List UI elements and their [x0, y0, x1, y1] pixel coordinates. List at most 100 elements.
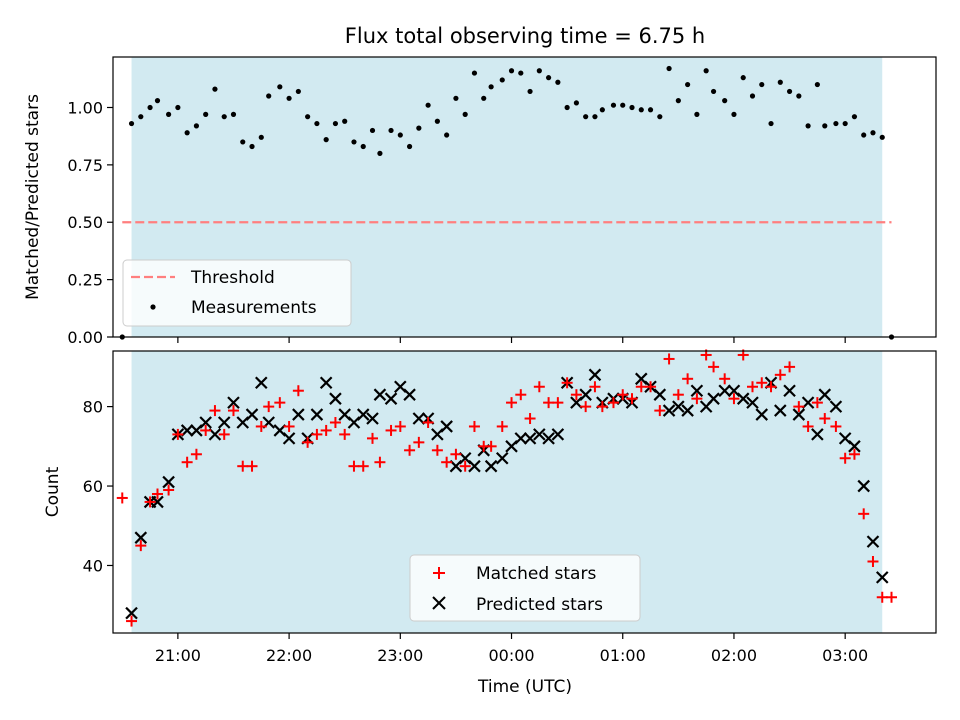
matched-star-point [468, 420, 480, 432]
matched-star-point [533, 381, 545, 393]
predicted-star-point [662, 404, 676, 417]
measurement-point [599, 107, 605, 113]
matched-star-point [116, 492, 128, 504]
measurement-point [796, 93, 802, 99]
predicted-star-point [217, 416, 231, 429]
legend-label-predicted: Predicted stars [476, 595, 603, 615]
y-axis-label: Matched/Predicted stars [23, 94, 43, 300]
measurement-point [212, 86, 218, 92]
matched-star-point [126, 615, 138, 627]
matched-star-point [404, 444, 416, 456]
matched-star-point [672, 389, 684, 401]
matched-star-point [756, 377, 768, 389]
legend-label-matched: Matched stars [476, 564, 596, 584]
measurement-point [703, 68, 709, 74]
predicted-star-point [866, 535, 880, 548]
predicted-star-point [310, 408, 324, 421]
predicted-star-point [774, 404, 787, 417]
measurement-point [166, 111, 172, 117]
predicted-star-point [403, 388, 416, 401]
measurement-point [749, 93, 756, 99]
matched-star-point [367, 432, 379, 444]
measurement-point [462, 111, 468, 117]
predicted-star-point [134, 531, 148, 544]
measurement-point [610, 102, 617, 108]
measurement-point [731, 111, 737, 117]
measurement-point [555, 79, 561, 85]
matched-star-point [691, 393, 703, 405]
matched-star-point [719, 373, 731, 385]
matched-star-point [190, 448, 202, 460]
matched-star-point [728, 393, 740, 405]
matched-star-point [607, 397, 619, 409]
legend-label-measurements: Measurements [191, 298, 317, 318]
predicted-star-point [801, 396, 815, 409]
predicted-star-point [227, 396, 240, 409]
y-axis-label: Count [43, 466, 63, 517]
matched-star-point [200, 424, 212, 436]
measurement-point [518, 70, 524, 76]
measurement-point [499, 77, 505, 83]
y-axis-ticks: 0.00 0.25 0.50 0.75 1.00 [67, 98, 113, 347]
matched-star-point [596, 401, 608, 413]
predicted-star-points [125, 368, 889, 620]
measurement-point [128, 120, 135, 127]
y-tick-label: 0.50 [67, 213, 103, 232]
x-tick-label: 01:00 [600, 646, 646, 665]
predicted-star-point [468, 459, 481, 473]
measurement-point [583, 114, 589, 120]
measurement-point [564, 104, 570, 111]
y-tick-label: 80 [83, 398, 103, 417]
matched-star-point [617, 389, 629, 401]
x-tick-label: 02:00 [711, 646, 757, 665]
measurement-point [332, 120, 339, 127]
chart-title: Flux total observing time = 6.75 h [345, 24, 705, 48]
measurement-point [425, 102, 431, 108]
predicted-star-point [811, 428, 824, 441]
matched-star-point [348, 460, 360, 472]
matched-star-point [441, 456, 453, 468]
matched-star-point [311, 428, 323, 440]
legend: Threshold Measurements [122, 259, 352, 327]
matched-star-point [839, 452, 851, 464]
matched-star-point [459, 460, 471, 472]
measurement-point [471, 70, 478, 76]
y-tick-label: 0.75 [67, 156, 103, 175]
x-axis-label: Time (UTC) [477, 677, 572, 697]
predicted-star-point [672, 400, 685, 413]
predicted-star-point [551, 428, 565, 441]
measurement-point [453, 95, 459, 101]
matched-star-point [255, 420, 267, 432]
measurement-point [740, 75, 746, 81]
matched-star-point [151, 488, 163, 500]
matched-star-point [858, 508, 870, 520]
measurement-point [527, 88, 533, 95]
matched-star-point [663, 353, 675, 365]
matched-star-point [830, 420, 842, 432]
measurement-point [360, 143, 366, 150]
predicted-star-point [125, 606, 138, 620]
predicted-star-point [542, 432, 555, 445]
matched-star-point [394, 420, 406, 432]
matched-star-point [283, 420, 295, 432]
matched-star-points [116, 349, 898, 627]
predicted-star-point [718, 384, 731, 397]
measurement-point [814, 81, 820, 88]
matched-star-point [682, 373, 694, 385]
y-tick-label: 0.25 [67, 271, 103, 290]
matched-star-point [413, 436, 425, 448]
measurement-point [481, 95, 487, 101]
predicted-star-point [792, 408, 806, 421]
measurement-point [444, 132, 450, 138]
matched-star-point [227, 405, 239, 417]
predicted-star-point [356, 408, 370, 421]
measurement-point [722, 98, 728, 104]
measurement-point [277, 84, 283, 90]
legend: Matched stars Predicted stars [409, 554, 641, 622]
measurement-point [342, 118, 348, 124]
matched-star-point [431, 444, 443, 456]
predicted-star-point [746, 396, 759, 409]
legend-box [409, 554, 641, 622]
predicted-star-point [162, 475, 175, 489]
